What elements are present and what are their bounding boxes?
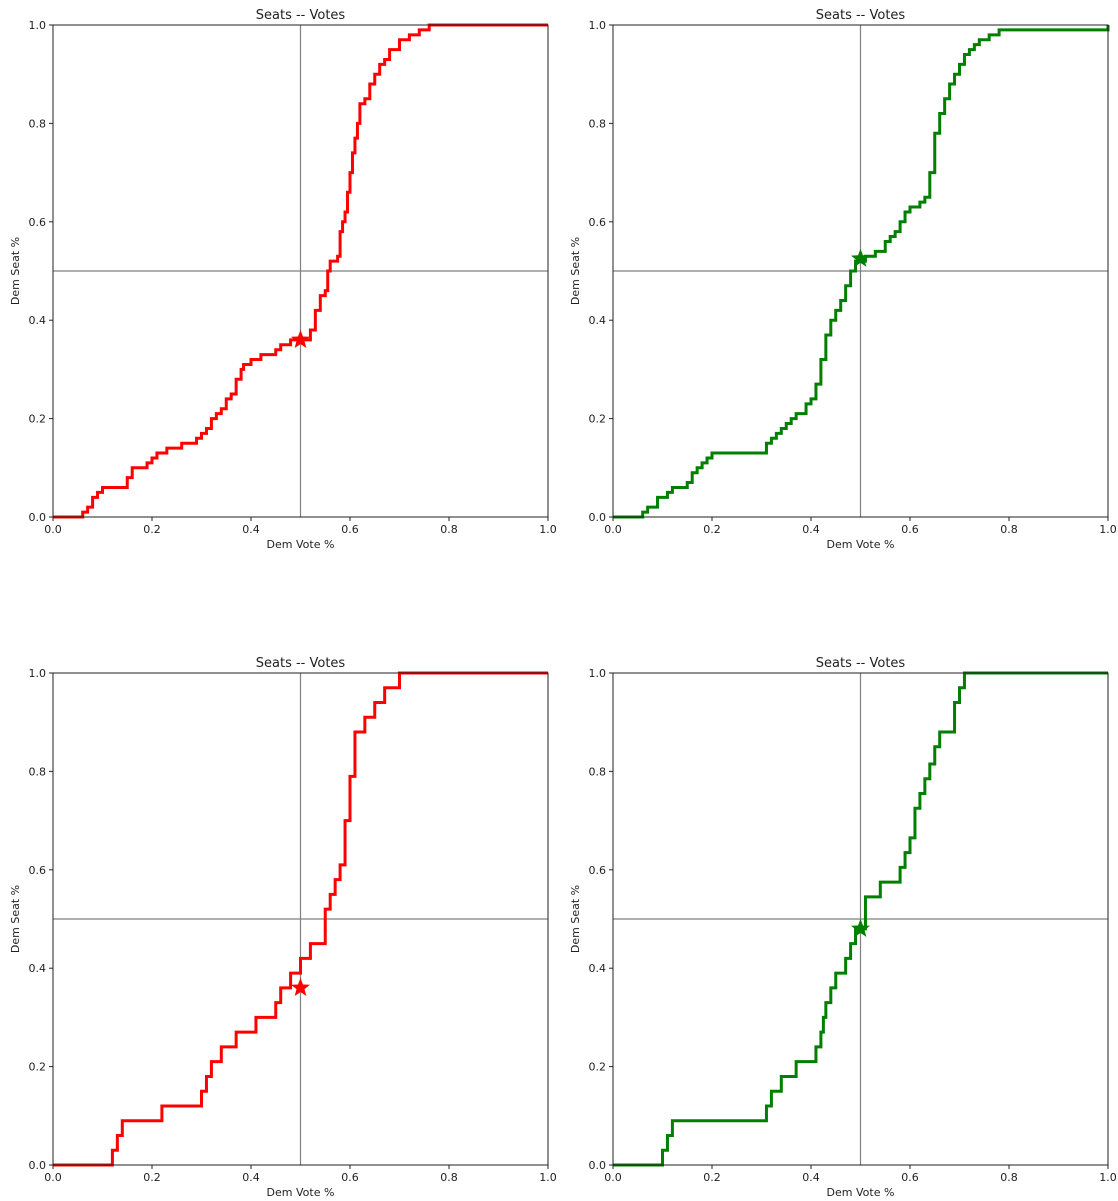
x-axis-label: Dem Vote % xyxy=(827,538,895,551)
y-tick-label: 0.2 xyxy=(589,1061,607,1074)
y-tick-label: 0.6 xyxy=(589,216,607,229)
y-tick-label: 0.8 xyxy=(29,117,47,130)
seats-votes-curve xyxy=(613,671,1108,1167)
x-tick-label: 0.4 xyxy=(242,523,260,536)
chart-title: Seats -- Votes xyxy=(256,656,346,671)
y-tick-label: 0.6 xyxy=(29,216,47,229)
x-tick-label: 0.4 xyxy=(242,1171,260,1184)
y-tick-label: 0.8 xyxy=(589,117,607,130)
chart-panel-3: 0.0 0.2 0.4 0.6 0.8 1.0 0.0 0.2 0.4 0.6 0.8 1.0 Seat… xyxy=(9,656,557,1199)
y-tick-label: 0.2 xyxy=(29,413,47,426)
y-tick-label: 1.0 xyxy=(29,19,47,32)
axes-frame xyxy=(612,24,1109,518)
y-tick-label: 1.0 xyxy=(29,667,47,680)
x-tick-label: 0.6 xyxy=(901,1171,919,1184)
x-tick-label: 0.0 xyxy=(44,523,62,536)
x-tick-label: 0.6 xyxy=(341,523,359,536)
x-tick-label: 0.8 xyxy=(1000,523,1018,536)
chart-panel-1: 0.0 0.2 0.4 0.6 0.8 1.0 0.0 0.2 0.4 0.6 0.8 1.0 Seat… xyxy=(9,8,557,551)
y-tick-label: 0.0 xyxy=(29,1159,47,1172)
star-marker xyxy=(850,918,871,937)
axes-frame xyxy=(612,672,1109,1166)
x-tick-label: 0.2 xyxy=(143,1171,161,1184)
x-tick-label: 0.0 xyxy=(604,1171,622,1184)
x-tick-label: 0.2 xyxy=(703,523,721,536)
y-tick-label: 0.2 xyxy=(29,1061,47,1074)
star-marker xyxy=(290,329,311,348)
y-axis-label: Dem Seat % xyxy=(9,237,22,305)
x-tick-label: 0.8 xyxy=(440,1171,458,1184)
y-tick-label: 1.0 xyxy=(589,667,607,680)
x-tick-label: 0.0 xyxy=(604,523,622,536)
seats-votes-curve xyxy=(613,25,1110,519)
x-tick-label: 1.0 xyxy=(539,1171,557,1184)
y-tick-label: 0.6 xyxy=(29,864,47,877)
x-axis-label: Dem Vote % xyxy=(827,1186,895,1199)
y-tick-label: 0.4 xyxy=(29,962,47,975)
x-axis-label: Dem Vote % xyxy=(267,1186,335,1199)
chart-title: Seats -- Votes xyxy=(816,8,906,23)
x-tick-label: 0.2 xyxy=(143,523,161,536)
y-tick-label: 1.0 xyxy=(589,19,607,32)
y-tick-label: 0.4 xyxy=(589,962,607,975)
y-tick-label: 0.8 xyxy=(29,765,47,778)
x-tick-label: 0.4 xyxy=(802,1171,820,1184)
seats-votes-curve xyxy=(53,671,548,1167)
y-axis-label: Dem Seat % xyxy=(569,237,582,305)
x-tick-label: 0.2 xyxy=(703,1171,721,1184)
x-tick-label: 1.0 xyxy=(539,523,557,536)
chart-panel-4: 0.0 0.2 0.4 0.6 0.8 1.0 0.0 0.2 0.4 0.6 0.8 1.0 Seat… xyxy=(569,656,1117,1199)
x-tick-label: 0.8 xyxy=(1000,1171,1018,1184)
chart-panel-2: 0.0 0.2 0.4 0.6 0.8 1.0 0.0 0.2 0.4 0.6 0.8 1.0 Seat… xyxy=(569,8,1117,551)
x-tick-label: 1.0 xyxy=(1099,1171,1117,1184)
seats-votes-curve xyxy=(53,23,548,519)
x-tick-label: 0.6 xyxy=(341,1171,359,1184)
x-tick-label: 0.8 xyxy=(440,523,458,536)
y-tick-label: 0.8 xyxy=(589,765,607,778)
x-axis-label: Dem Vote % xyxy=(267,538,335,551)
x-tick-label: 0.4 xyxy=(802,523,820,536)
y-tick-label: 0.6 xyxy=(589,864,607,877)
y-tick-label: 0.4 xyxy=(589,314,607,327)
y-tick-label: 0.0 xyxy=(29,511,47,524)
y-tick-label: 0.4 xyxy=(29,314,47,327)
y-tick-label: 0.2 xyxy=(589,413,607,426)
y-tick-label: 0.0 xyxy=(589,1159,607,1172)
star-marker xyxy=(290,977,311,996)
y-tick-label: 0.0 xyxy=(589,511,607,524)
x-tick-label: 0.0 xyxy=(44,1171,62,1184)
y-axis-label: Dem Seat % xyxy=(9,885,22,953)
axes-frame xyxy=(52,24,549,518)
chart-title: Seats -- Votes xyxy=(816,656,906,671)
chart-title: Seats -- Votes xyxy=(256,8,346,23)
star-marker xyxy=(850,248,871,267)
y-axis-label: Dem Seat % xyxy=(569,885,582,953)
x-tick-label: 0.6 xyxy=(901,523,919,536)
axes-frame xyxy=(52,672,549,1166)
x-tick-label: 1.0 xyxy=(1099,523,1117,536)
